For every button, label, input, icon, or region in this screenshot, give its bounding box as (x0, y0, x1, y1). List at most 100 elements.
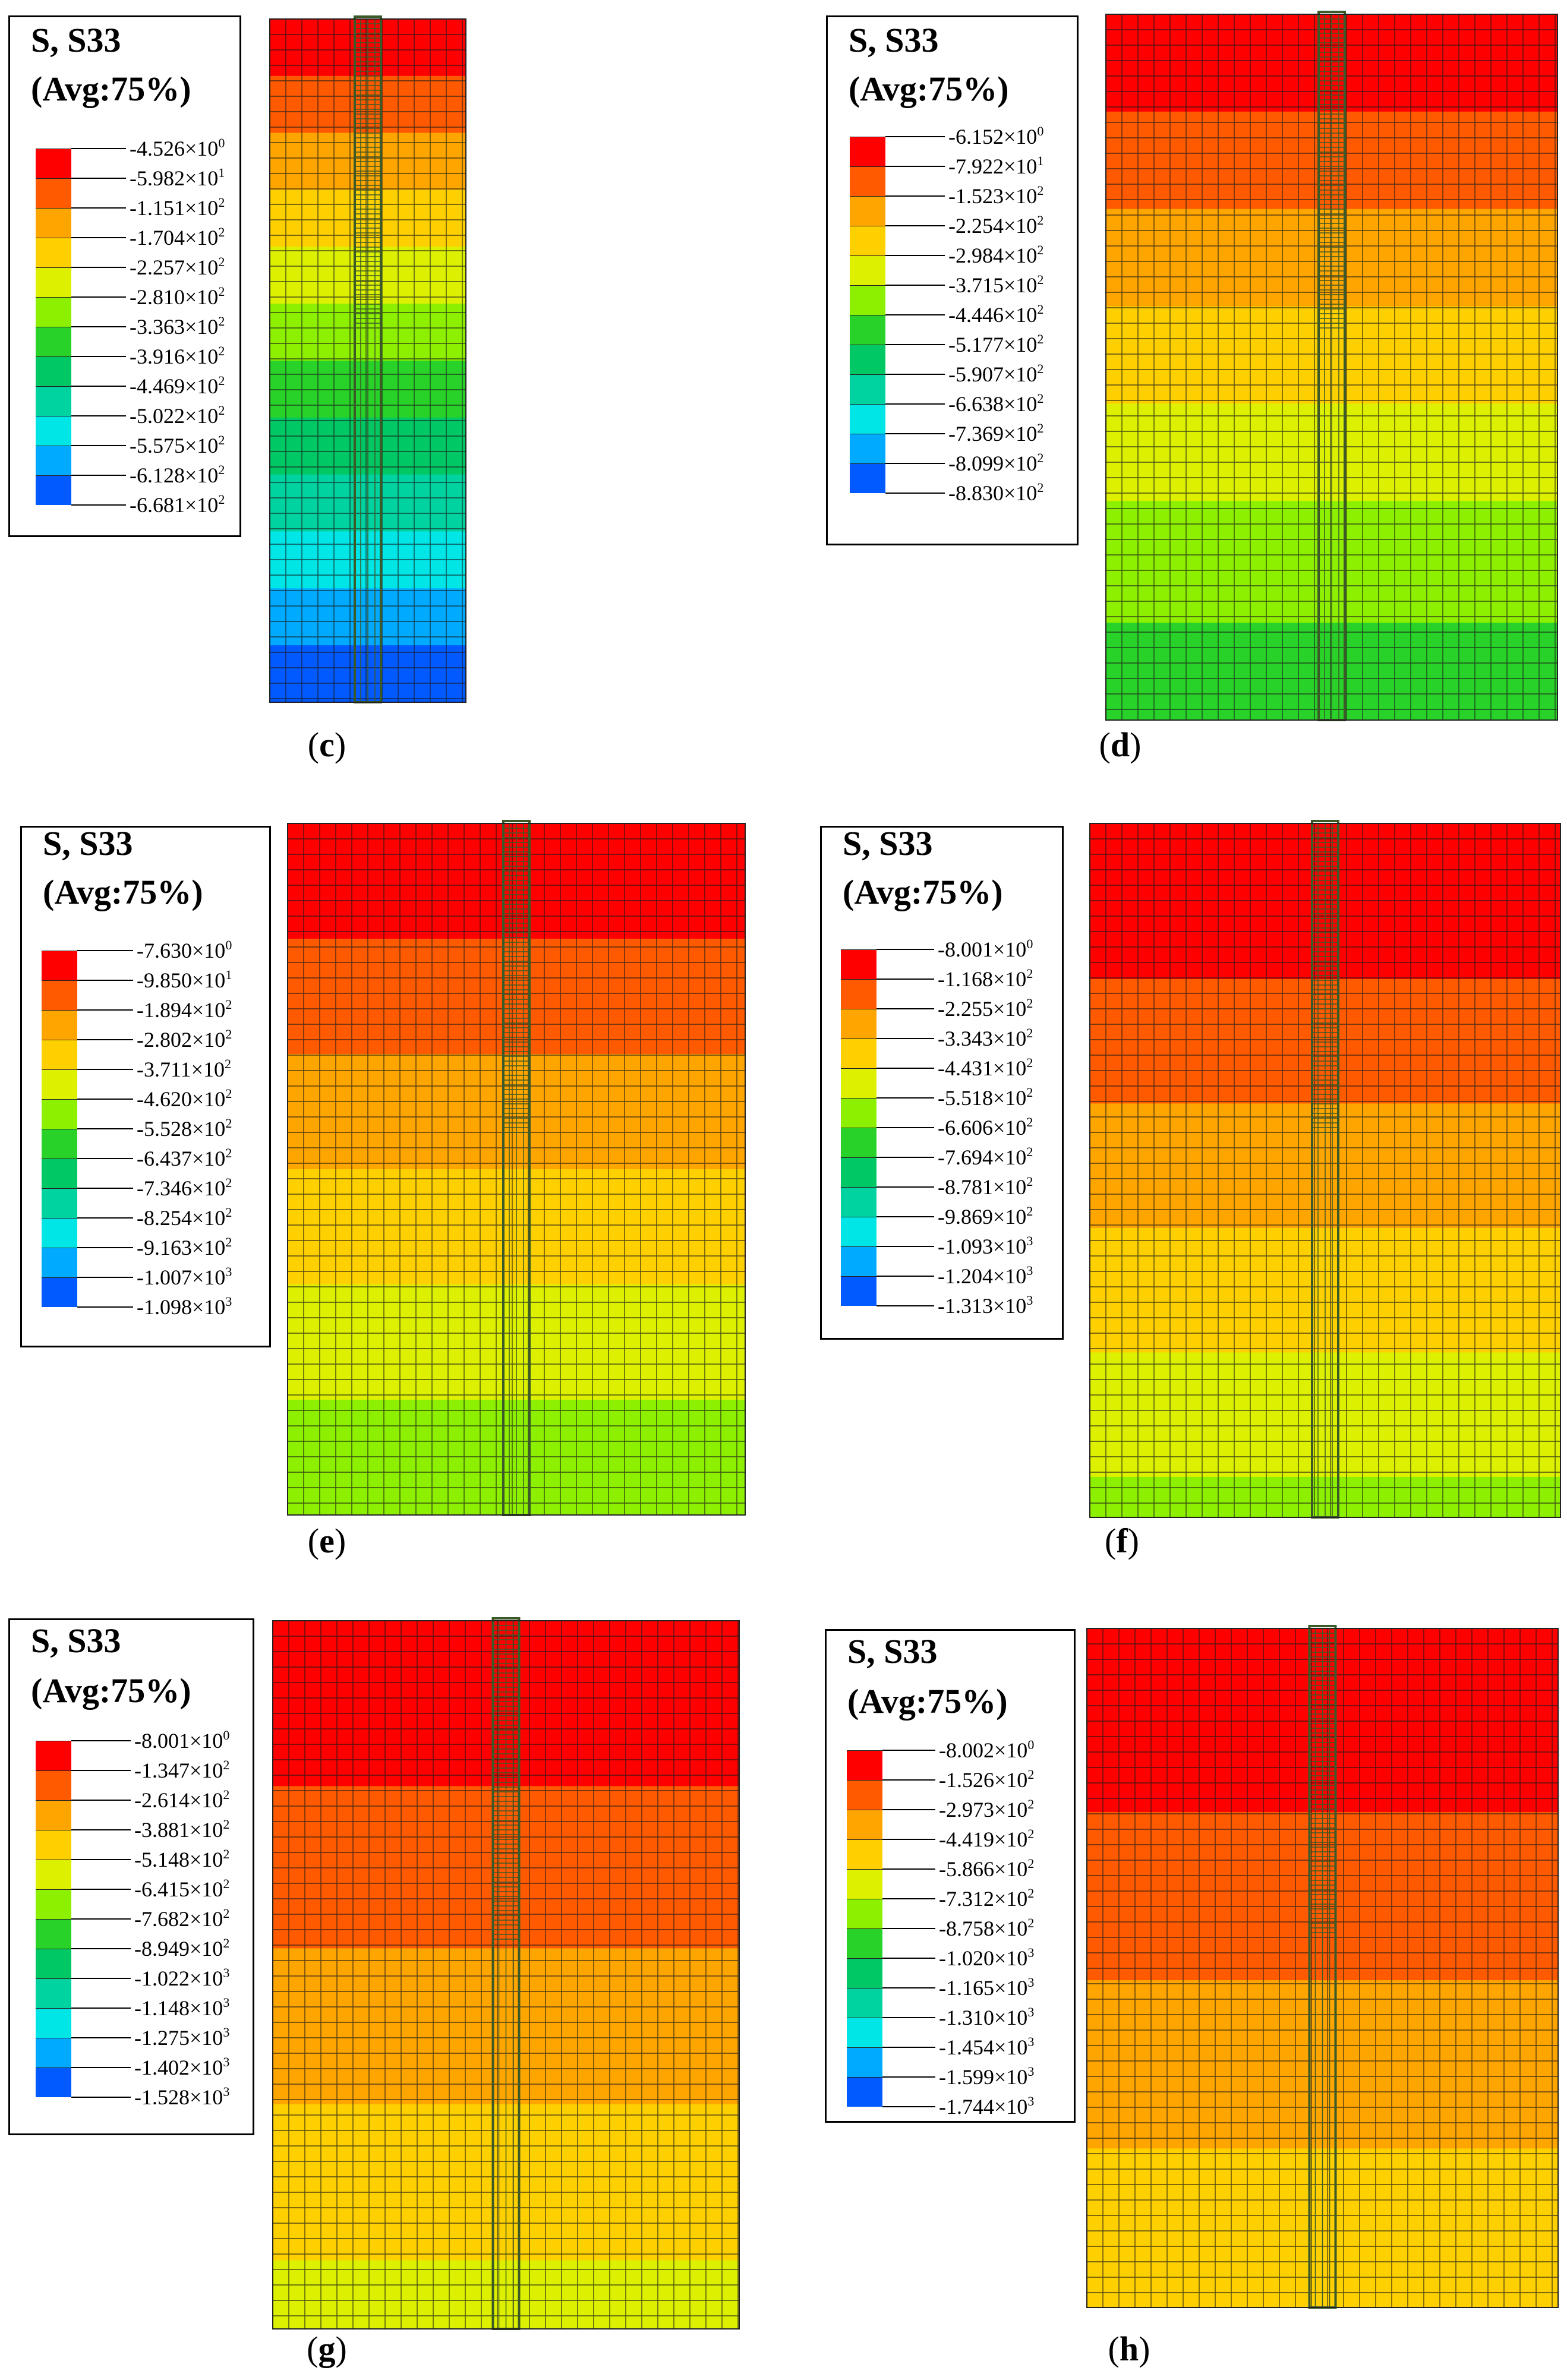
tick-exponent: 3 (1027, 2094, 1035, 2108)
legend-tick (71, 1889, 131, 1890)
tick-times-ten: ×10 (1004, 273, 1038, 297)
legend-swatch (841, 1039, 876, 1068)
caption-close-paren: ) (334, 725, 346, 764)
legend-tick-label: -7.922×101 (948, 153, 1044, 178)
tick-exponent: 2 (1037, 272, 1044, 287)
tick-mantissa: -5.518 (938, 1086, 993, 1110)
legend-tick-label: -1.454×103 (939, 2034, 1035, 2059)
tick-mantissa: -1.310 (939, 2006, 994, 2029)
tick-times-ten: ×10 (190, 2056, 223, 2079)
tick-exponent: 1 (218, 165, 225, 180)
legend-tick (71, 207, 126, 209)
tick-times-ten: ×10 (994, 1857, 1028, 1881)
panel-caption-e: (e) (267, 1521, 386, 1561)
tick-exponent: 3 (1027, 1945, 1035, 1960)
tick-mantissa: -6.681 (130, 493, 185, 517)
tick-times-ten: ×10 (190, 1907, 223, 1931)
tick-times-ten: ×10 (993, 1116, 1027, 1140)
legend-tick-label: -5.982×101 (130, 165, 225, 190)
legend-swatch (36, 327, 71, 356)
tick-mantissa: -4.431 (938, 1056, 993, 1080)
tick-mantissa: -7.312 (939, 1887, 994, 1911)
legend-tick (882, 1928, 935, 1929)
tick-mantissa: -2.810 (130, 285, 185, 309)
tick-exponent: 2 (1037, 302, 1044, 317)
tick-exponent: 0 (1027, 1737, 1035, 1752)
mesh-border (1105, 14, 1558, 721)
tick-mantissa: -1.744 (939, 2095, 994, 2119)
legend-tick (71, 1978, 131, 1979)
legend-swatch (36, 178, 71, 208)
legend-tick (71, 445, 126, 446)
legend-swatch (850, 463, 885, 493)
legend-swatch (36, 475, 71, 505)
tick-times-ten: ×10 (192, 1265, 226, 1289)
legend-tick-label: -7.694×102 (938, 1145, 1033, 1169)
legend-title-e: S, S33 (43, 824, 133, 863)
legend-tick (876, 1127, 934, 1128)
legend-swatch (841, 1128, 876, 1157)
tick-times-ten: ×10 (993, 1175, 1027, 1199)
caption-open-paren: ( (307, 2330, 319, 2368)
tick-exponent: 2 (225, 1145, 232, 1160)
tick-exponent: 2 (225, 1086, 232, 1101)
tick-exponent: 2 (225, 997, 232, 1012)
legend-tick-label: -8.002×100 (939, 1737, 1035, 1762)
tick-exponent: 2 (224, 1056, 231, 1071)
legend-swatch (847, 2018, 882, 2047)
tick-exponent: 3 (1027, 2034, 1035, 2049)
legend-tick-label: -2.810×102 (130, 285, 225, 308)
mesh-border (269, 18, 466, 703)
tick-exponent: 2 (1037, 183, 1044, 198)
legend-tick (885, 136, 945, 137)
tick-times-ten: ×10 (993, 1027, 1027, 1050)
legend-tick-label: -1.165×103 (939, 1976, 1034, 1999)
tick-times-ten: ×10 (190, 1759, 223, 1782)
tick-exponent: 2 (1037, 480, 1044, 495)
tick-exponent: 2 (1027, 1915, 1035, 1930)
tick-exponent: 0 (223, 1728, 230, 1743)
legend-tick-label: -1.098×103 (137, 1295, 232, 1318)
legend-swatch (42, 1099, 77, 1129)
legend-tick-label: -8.949×102 (134, 1937, 229, 1960)
legend-tick-label: -1.204×103 (938, 1264, 1033, 1287)
tick-times-ten: ×10 (993, 1086, 1027, 1110)
legend-tick (885, 374, 945, 375)
tick-mantissa: -9.869 (938, 1205, 993, 1229)
legend-tick (71, 267, 126, 268)
legend-tick-label: -7.630×100 (137, 939, 232, 962)
legend-tick (876, 1305, 934, 1306)
legend-tick (71, 1770, 131, 1771)
legend-swatch (36, 386, 71, 416)
legend-tick (876, 1186, 934, 1188)
legend-tick-label: -4.620×102 (137, 1087, 232, 1110)
legend-swatch (36, 297, 71, 327)
tick-times-ten: ×10 (994, 1827, 1028, 1851)
tick-exponent: 1 (1037, 153, 1044, 168)
legend-swatch (42, 1040, 77, 1069)
tick-exponent: 3 (225, 1264, 232, 1279)
legend-tick-label: -6.681×102 (130, 493, 225, 516)
legend-tick (77, 1039, 133, 1040)
tick-mantissa: -8.758 (939, 1917, 994, 1940)
tick-times-ten: ×10 (1004, 184, 1038, 208)
tick-exponent: 2 (225, 1027, 232, 1041)
legend-tick-label: -5.528×102 (137, 1117, 232, 1140)
legend-tick (77, 1069, 133, 1070)
tick-exponent: 2 (218, 343, 225, 358)
legend-swatch (36, 1919, 71, 1949)
legend-swatch (847, 1958, 882, 1988)
legend-tick-label: -1.744×103 (939, 2094, 1035, 2119)
legend-tick (882, 1958, 935, 1959)
tick-mantissa: -2.984 (948, 244, 1004, 267)
tick-times-ten: ×10 (1004, 362, 1038, 386)
legend-tick (882, 1898, 935, 1899)
tick-exponent: 2 (1026, 1025, 1033, 1040)
tick-times-ten: ×10 (192, 998, 226, 1022)
tick-mantissa: -7.346 (137, 1176, 192, 1200)
legend-swatch (42, 1248, 77, 1277)
contour-mesh-c (269, 15, 466, 703)
legend-tick-label: -6.128×102 (130, 463, 225, 487)
legend-tick-label: -8.001×100 (938, 938, 1033, 961)
legend-tick-label: -1.528×103 (134, 2085, 229, 2108)
